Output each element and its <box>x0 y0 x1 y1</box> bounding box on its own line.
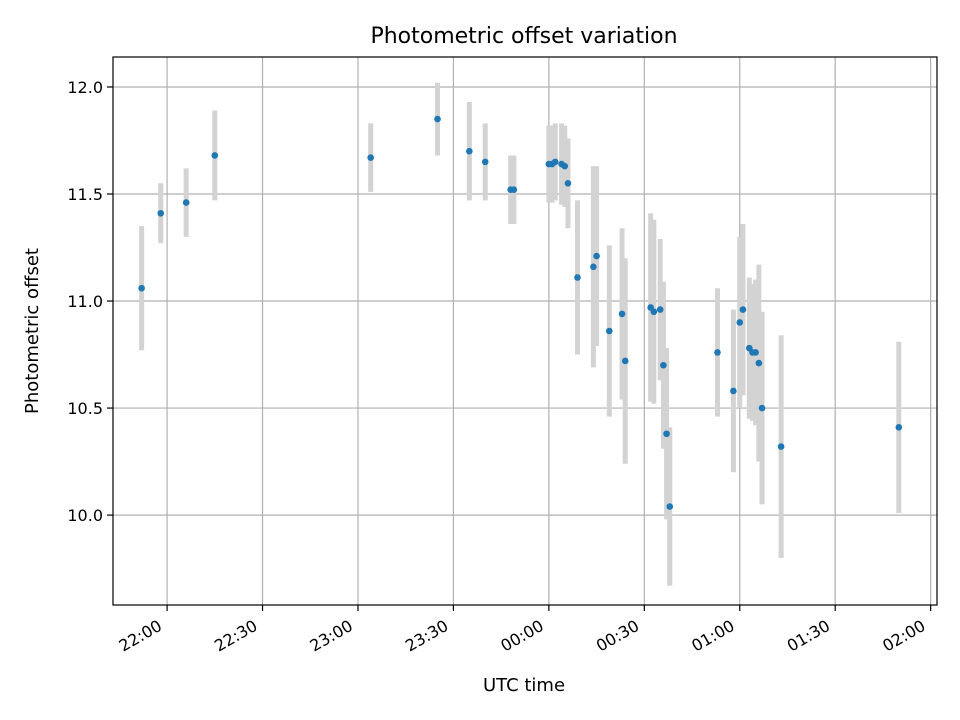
data-point <box>752 349 759 356</box>
data-point <box>434 115 441 123</box>
data-point <box>714 349 721 356</box>
data-point <box>466 147 473 155</box>
data-point <box>663 430 670 438</box>
y-tick-label: 10.0 <box>67 506 103 525</box>
data-point <box>606 327 613 335</box>
data-point <box>182 199 190 206</box>
data-point <box>551 158 559 166</box>
data-point <box>621 357 629 365</box>
data-point <box>736 319 744 326</box>
data-point <box>739 306 747 313</box>
y-tick-label: 12.0 <box>67 78 103 97</box>
chart-title: Photometric offset variation <box>370 24 677 49</box>
plot-frame <box>112 56 938 606</box>
point-layer <box>138 115 903 510</box>
data-point <box>618 310 626 318</box>
data-point <box>777 443 785 450</box>
data-point <box>138 284 145 292</box>
data-point <box>367 154 374 161</box>
data-point <box>755 359 763 367</box>
y-tick-label: 11.5 <box>67 185 103 204</box>
data-point <box>590 263 597 271</box>
data-point <box>561 162 569 170</box>
data-point <box>730 387 737 395</box>
data-point <box>666 503 674 510</box>
data-point <box>157 209 165 217</box>
data-point <box>211 152 219 159</box>
data-point <box>564 179 572 187</box>
data-point <box>574 274 581 281</box>
data-point <box>895 424 903 431</box>
data-point <box>660 361 667 369</box>
data-point <box>593 252 600 260</box>
data-point <box>510 186 518 194</box>
y-tick-label: 11.0 <box>67 292 103 311</box>
data-point <box>650 308 658 316</box>
grid-layer <box>113 57 937 605</box>
data-point <box>758 404 766 412</box>
x-axis-label: UTC time <box>483 675 565 696</box>
data-point <box>656 306 664 313</box>
y-axis-label: Photometric offset <box>22 248 43 414</box>
y-tick-label: 10.5 <box>67 399 103 418</box>
data-point <box>481 158 489 166</box>
